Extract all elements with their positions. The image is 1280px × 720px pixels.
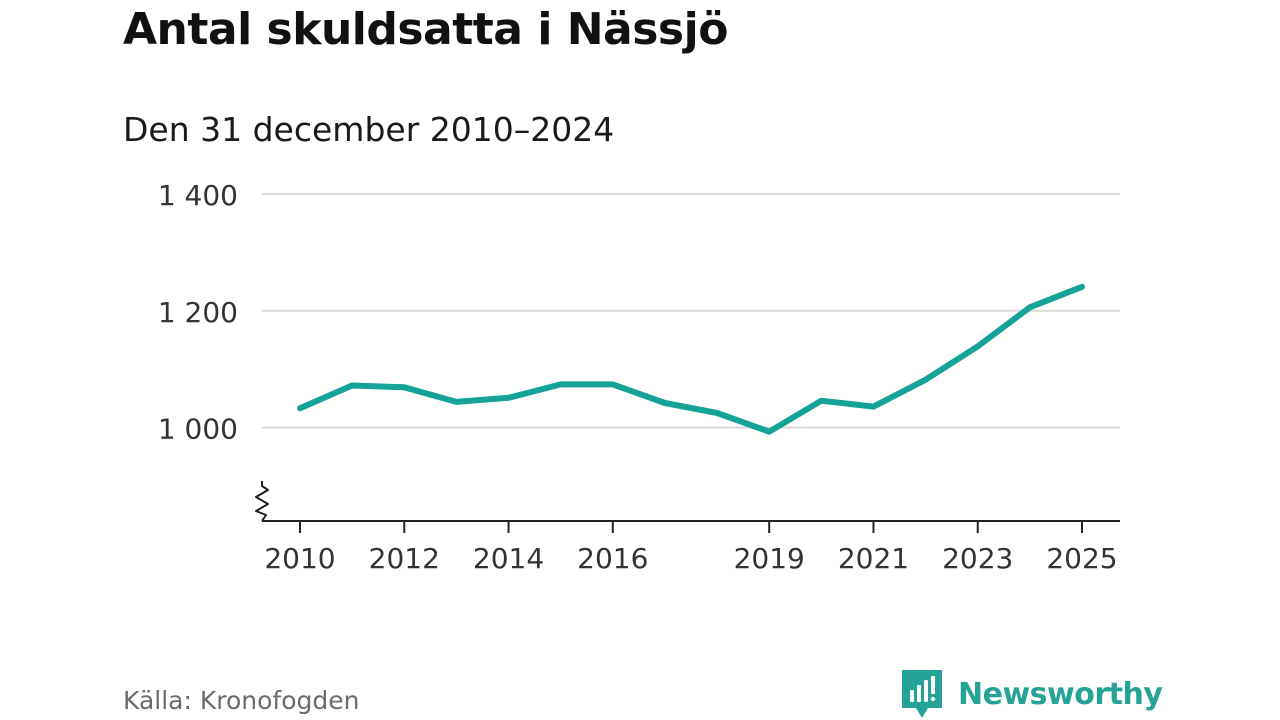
- data-point: [558, 381, 564, 387]
- gridlines: [262, 193, 1120, 429]
- x-tick-label: 2010: [264, 542, 335, 575]
- chart-subtitle: Den 31 december 2010–2024: [123, 110, 615, 149]
- data-point: [349, 383, 355, 389]
- x-tick-label: 2023: [942, 542, 1013, 575]
- data-point: [818, 398, 824, 404]
- x-tick-label: 2021: [838, 542, 909, 575]
- x-tick-label: 2019: [734, 542, 805, 575]
- data-point: [975, 343, 981, 349]
- series-line: [297, 283, 1085, 435]
- data-point: [610, 381, 616, 387]
- data-point: [506, 395, 512, 401]
- data-point: [297, 405, 303, 411]
- series: [297, 283, 1085, 435]
- data-point: [662, 400, 668, 406]
- data-point: [1027, 304, 1033, 310]
- x-axis-ticks: [299, 521, 1083, 533]
- data-point: [401, 384, 407, 390]
- data-point: [1079, 284, 1085, 290]
- y-tick-label: 1 200: [158, 296, 238, 329]
- x-tick-label: 2012: [369, 542, 440, 575]
- data-point: [870, 404, 876, 410]
- x-tick-label: 2025: [1046, 542, 1117, 575]
- data-point: [766, 429, 772, 435]
- x-axis: [255, 481, 1120, 522]
- brand-logo[interactable]: Newsworthy: [902, 670, 1163, 718]
- y-tick-label: 1 400: [158, 179, 238, 212]
- x-tick-label: 2016: [577, 542, 648, 575]
- newsworthy-logo-icon: [902, 670, 942, 718]
- y-axis-tick-labels: 1 000 1 200 1 400: [158, 179, 238, 446]
- x-tick-label: 2014: [473, 542, 544, 575]
- source-note: Källa: Kronofogden: [123, 686, 360, 715]
- chart-title: Antal skuldsatta i Nässjö: [123, 4, 728, 55]
- data-point: [453, 399, 459, 405]
- brand-name: Newsworthy: [958, 676, 1163, 712]
- data-point: [923, 377, 929, 383]
- x-axis-tick-labels: 2010 2012 2014 2016 2019 2021 2023 2025: [264, 542, 1117, 575]
- data-point: [714, 410, 720, 416]
- axis-break-icon: [255, 481, 269, 522]
- y-tick-label: 1 000: [158, 413, 238, 446]
